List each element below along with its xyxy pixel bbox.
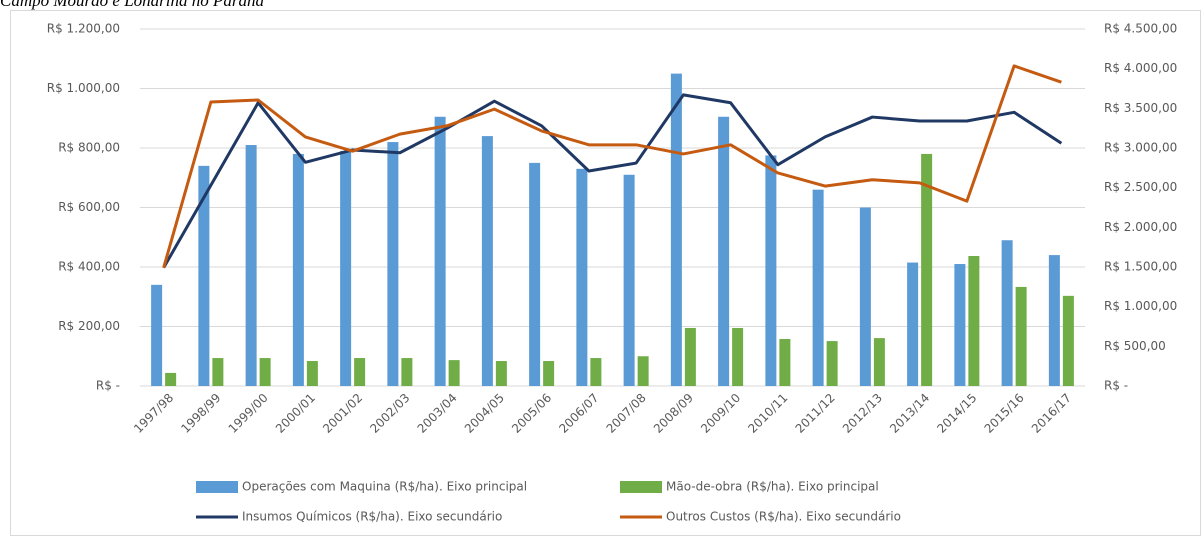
x-tick-label: 2005/06 <box>509 391 554 436</box>
y2-tick-label: R$ 1.000,00 <box>1104 299 1177 313</box>
bar <box>434 116 446 386</box>
bar <box>401 358 413 386</box>
x-tick-label: 2011/12 <box>793 391 838 436</box>
bar <box>1062 295 1074 386</box>
bar <box>779 338 791 386</box>
y-tick-label: R$ 800,00 <box>58 141 120 155</box>
x-tick-label: 2010/11 <box>745 391 790 436</box>
chart-frame <box>10 10 1201 536</box>
bar <box>718 116 730 386</box>
x-tick-label: 2004/05 <box>462 391 507 436</box>
bar <box>907 262 919 386</box>
bar <box>198 165 210 386</box>
y2-tick-label: R$ 3.500,00 <box>1104 101 1177 115</box>
y2-tick-label: R$ 4.000,00 <box>1104 61 1177 75</box>
bar <box>873 338 885 386</box>
bar <box>340 150 352 386</box>
y2-tick-label: R$ 1.500,00 <box>1104 260 1177 274</box>
bar <box>354 358 366 386</box>
y-tick-label: R$ 1.200,00 <box>47 22 120 36</box>
y-tick-label: R$ 1.000,00 <box>47 81 120 95</box>
line-series <box>162 93 1063 269</box>
y-tick-label: R$ 400,00 <box>58 260 120 274</box>
bar <box>529 162 541 386</box>
bar <box>165 372 177 386</box>
x-tick-label: 2016/17 <box>1029 391 1074 436</box>
y2-tick-label: R$ - <box>1104 379 1128 393</box>
x-tick-label: 2007/08 <box>604 391 649 436</box>
bar <box>590 358 602 386</box>
x-tick-label: 1997/98 <box>131 391 176 436</box>
x-tick-label: 2001/02 <box>320 391 365 436</box>
legend-label: Mão-de-obra (R$/ha). Eixo principal <box>666 480 879 494</box>
x-tick-label: 2009/10 <box>698 391 743 436</box>
y2-tick-label: R$ 3.000,00 <box>1104 141 1177 155</box>
y-tick-label: R$ - <box>96 379 120 393</box>
x-tick-label: 2006/07 <box>556 391 601 436</box>
x-tick-label: 2002/03 <box>367 391 412 436</box>
legend-swatch <box>196 481 238 493</box>
x-tick-label: 2003/04 <box>415 391 460 436</box>
y-tick-label: R$ 600,00 <box>58 200 120 214</box>
y2-tick-label: R$ 500,00 <box>1104 339 1166 353</box>
bar <box>306 361 318 386</box>
chart-title: Campo Mourão e Londrina no Paraná <box>0 0 264 10</box>
bar <box>1015 286 1027 386</box>
bar <box>576 168 588 386</box>
bar <box>859 207 871 386</box>
y2-tick-label: R$ 2.000,00 <box>1104 220 1177 234</box>
bar <box>387 142 399 386</box>
y-tick-label: R$ 200,00 <box>58 319 120 333</box>
bar <box>732 327 744 386</box>
bar <box>543 361 555 386</box>
bar <box>670 73 682 386</box>
bar <box>245 145 257 386</box>
bar <box>968 255 980 386</box>
x-tick-label: 2014/15 <box>934 391 979 436</box>
bar <box>684 327 696 386</box>
bar <box>921 153 933 386</box>
y2-tick-label: R$ 2.500,00 <box>1104 180 1177 194</box>
bar <box>623 174 635 386</box>
legend-swatch <box>620 481 662 493</box>
bar <box>826 341 838 386</box>
x-tick-label: 2008/09 <box>651 391 696 436</box>
legend-label: Insumos Químicos (R$/ha). Eixo secundári… <box>242 510 502 524</box>
bar <box>954 264 966 386</box>
bar <box>1001 240 1013 386</box>
legend-label: Outros Custos (R$/ha). Eixo secundário <box>666 510 901 524</box>
bar <box>448 360 460 386</box>
x-tick-label: 1999/00 <box>226 391 271 436</box>
bar <box>259 358 271 386</box>
bar <box>1048 255 1060 386</box>
bar <box>765 155 777 386</box>
bar <box>151 284 163 386</box>
bar <box>481 136 493 386</box>
x-tick-label: 1998/99 <box>178 391 223 436</box>
x-tick-label: 2000/01 <box>273 391 318 436</box>
bar <box>637 356 649 386</box>
x-tick-label: 2013/14 <box>887 391 932 436</box>
legend-label: Operações com Maquina (R$/ha). Eixo prin… <box>242 480 527 494</box>
x-tick-label: 2015/16 <box>982 391 1027 436</box>
line-series <box>162 64 1062 269</box>
bar <box>495 361 507 386</box>
bar <box>292 153 304 386</box>
bar <box>212 358 224 386</box>
x-tick-label: 2012/13 <box>840 391 885 436</box>
bar <box>812 189 824 386</box>
y2-tick-label: R$ 4.500,00 <box>1104 22 1177 36</box>
